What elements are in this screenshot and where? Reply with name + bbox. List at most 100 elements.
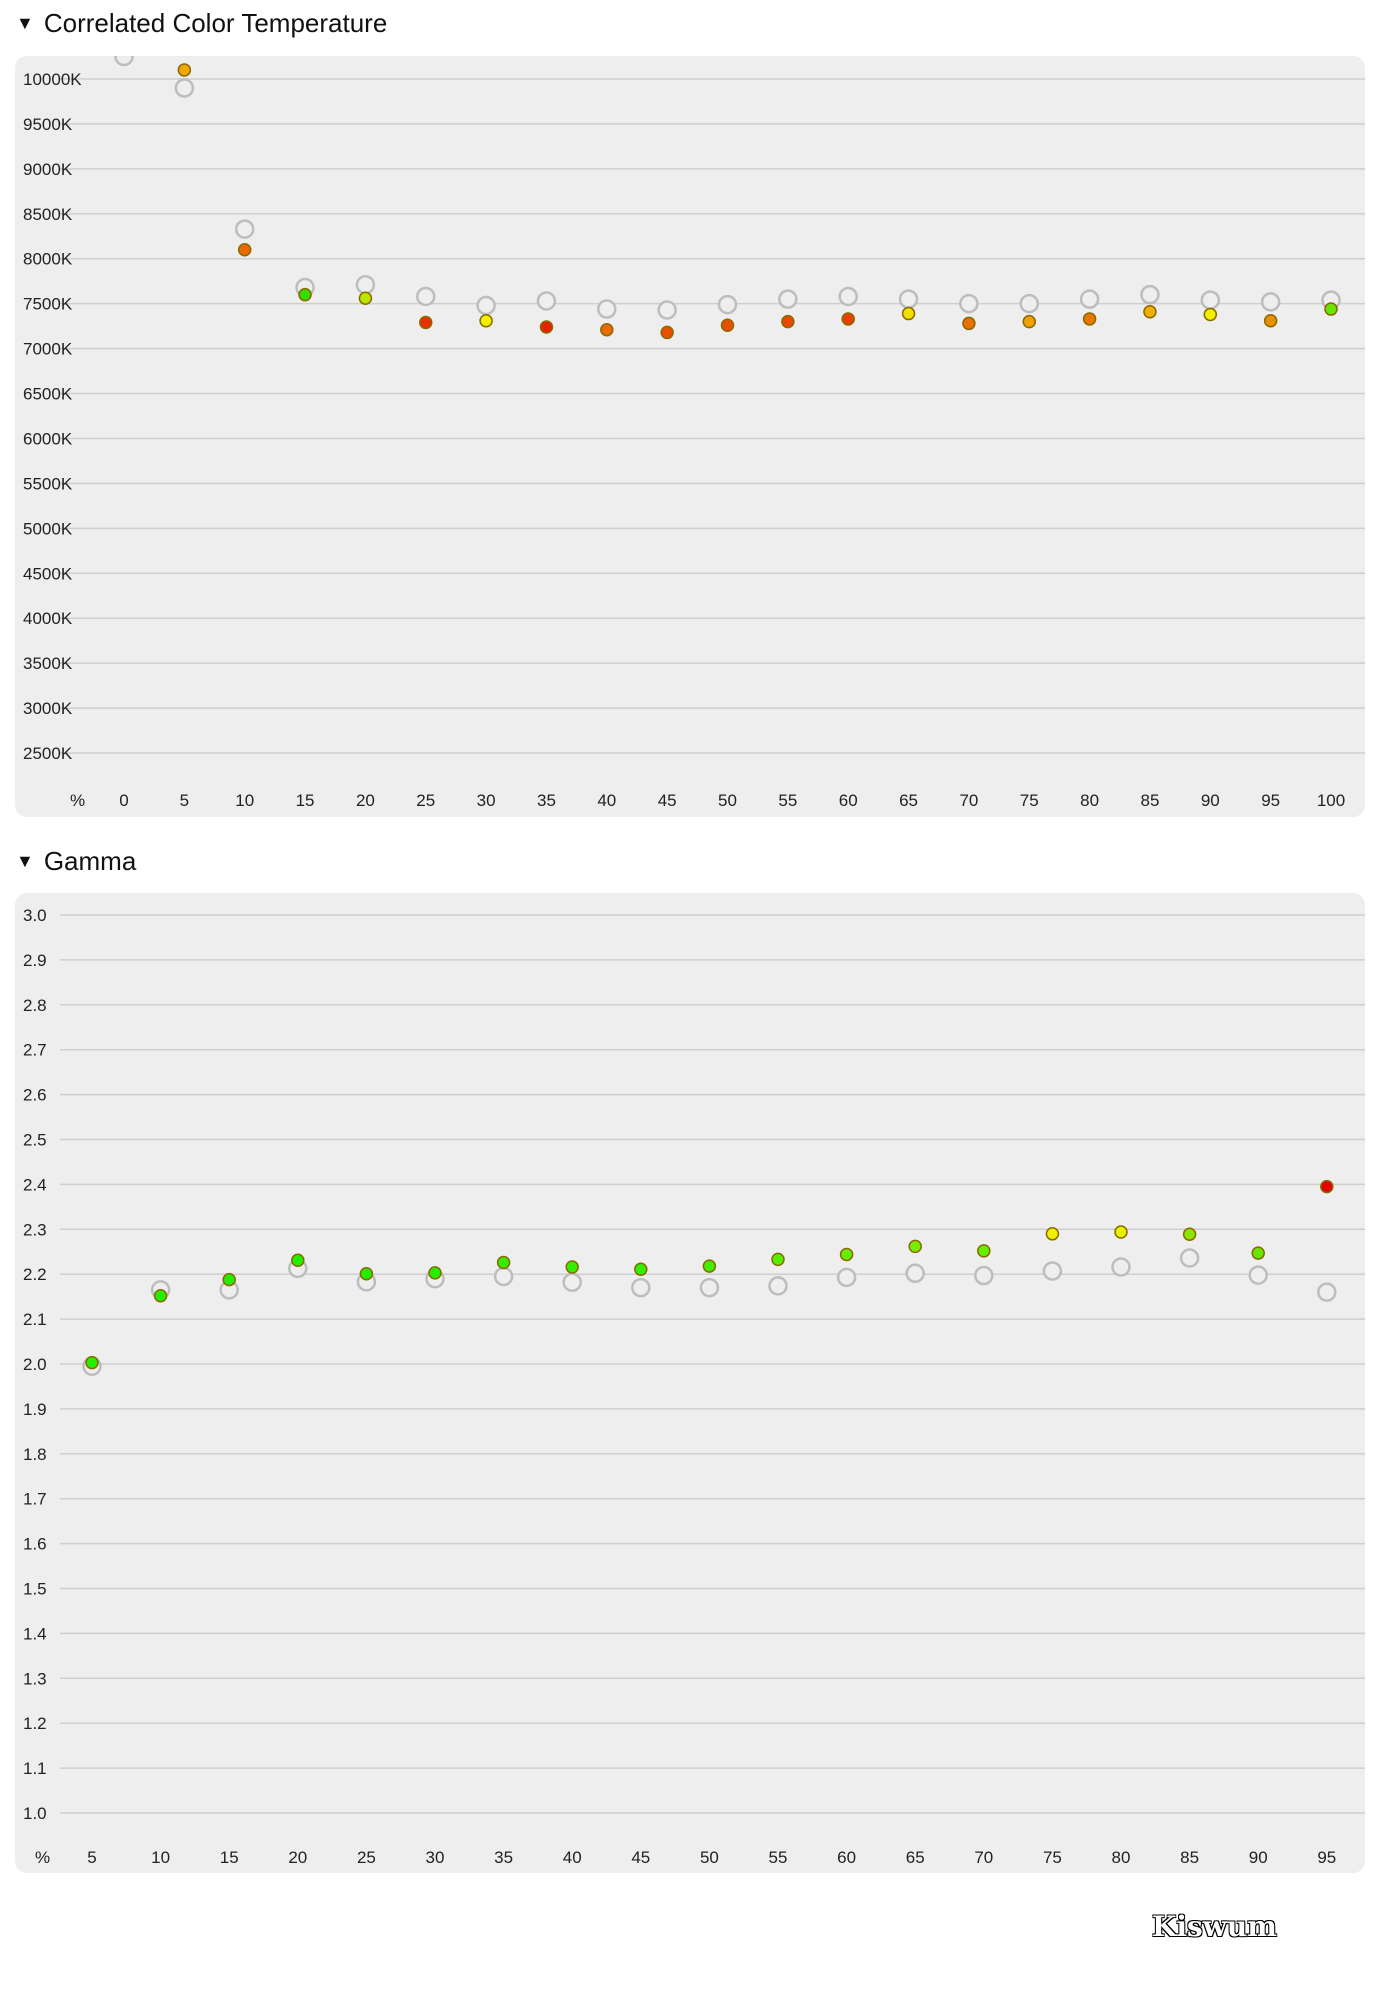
measured-point [85,1355,99,1370]
x-unit-label: % [70,791,85,810]
measured-point [1324,302,1338,316]
reference-point [1140,284,1160,305]
y-tick-label: 1.1 [23,1759,47,1778]
y-tick-label: 4500K [23,564,73,583]
x-tick-label: 80 [1112,1848,1131,1867]
x-tick-label: 5 [87,1848,96,1867]
measured-point [1045,1227,1060,1241]
y-tick-label: 8000K [23,250,73,269]
y-tick-label: 4000K [23,609,73,628]
measured-point [1114,1225,1128,1239]
y-tick-label: 5500K [23,474,73,493]
x-tick-label: 70 [959,791,978,810]
cct-section-title: Correlated Color Temperature [43,8,388,38]
reference-point [1111,1257,1131,1277]
y-tick-label: 2.1 [23,1310,47,1329]
measured-point [358,291,373,306]
x-tick-label: 80 [1080,791,1099,810]
measured-point [291,1253,305,1268]
y-tick-label: 7000K [23,340,73,359]
x-tick-label: 85 [1140,791,1159,810]
measured-point [977,1244,991,1258]
reference-point [898,289,919,309]
cct-section-toggle[interactable]: ▼ Correlated Color Temperature [16,8,387,38]
collapse-triangle-icon: ▼ [16,851,34,871]
y-tick-label: 1.9 [23,1400,47,1419]
y-tick-label: 2.4 [23,1175,47,1194]
reference-point [631,1277,651,1298]
reference-point [597,299,617,319]
x-tick-label: 0 [119,791,128,810]
y-tick-label: 6500K [23,385,73,404]
reference-point [778,289,798,309]
reference-point [562,1272,582,1293]
reference-point [114,56,134,67]
x-tick-label: 85 [1180,1848,1199,1867]
y-tick-label: 1.0 [23,1804,47,1823]
measured-point [153,1289,168,1303]
y-tick-label: 2.6 [23,1086,47,1105]
y-tick-label: 1.6 [23,1535,47,1554]
measured-point [962,316,976,331]
reference-point [657,300,677,320]
measured-point [1263,313,1278,328]
y-tick-label: 10000K [23,70,82,89]
measured-point [419,315,433,330]
measured-point [222,1272,236,1287]
measured-point [702,1259,717,1273]
measured-point [600,322,614,337]
reference-point [974,1265,994,1286]
reference-point [174,78,195,98]
y-tick-label: 2.8 [23,996,47,1015]
measured-point [660,325,674,340]
reference-point [1042,1261,1063,1281]
measured-point [177,63,192,77]
x-tick-label: 50 [718,791,737,810]
x-tick-label: 60 [839,791,858,810]
x-tick-label: 20 [356,791,375,810]
reference-point [234,219,255,239]
x-tick-label: 15 [296,791,315,810]
reference-point [1079,289,1100,309]
reference-point [476,295,496,316]
x-tick-label: 100 [1317,791,1345,810]
x-tick-label: 25 [357,1848,376,1867]
measured-point [841,312,855,326]
reference-point [1317,1282,1337,1302]
x-tick-label: 90 [1249,1848,1268,1867]
x-tick-label: 55 [769,1848,788,1867]
measured-point [1320,1179,1334,1194]
y-tick-label: 3.0 [23,906,47,925]
x-tick-label: 75 [1043,1848,1062,1867]
measured-point [496,1255,511,1270]
measured-point [1203,307,1218,322]
y-tick-label: 8500K [23,205,73,224]
measured-point [1182,1227,1197,1241]
x-tick-label: 65 [899,791,918,810]
gamma-chart: 3.0 2.9 2.8 2.7 2.6 2.5 2.4 2.3 2.2 2.1 2.0 1.9 1.8 1… [23,906,1365,1867]
y-tick-label: 3500K [23,654,73,673]
reference-point [1260,292,1281,312]
x-tick-label: 50 [700,1848,719,1867]
x-tick-label: 70 [974,1848,993,1867]
measured-point [1143,305,1157,319]
measured-point [359,1267,374,1281]
y-tick-label: 9000K [23,160,73,179]
y-tick-label: 2.2 [23,1265,47,1284]
y-tick-label: 2.0 [23,1355,47,1374]
gamma-section-title: Gamma [43,846,137,876]
y-tick-label: 1.8 [23,1445,47,1464]
y-tick-label: 9500K [23,115,73,134]
x-tick-label: 40 [597,791,616,810]
y-tick-label: 1.3 [23,1669,47,1688]
y-tick-label: 3000K [23,699,73,718]
x-tick-label: 10 [151,1848,170,1867]
x-tick-label: 30 [477,791,496,810]
y-tick-label: 7500K [23,295,73,314]
y-tick-label: 2.7 [23,1041,47,1060]
gamma-section-toggle[interactable]: ▼ Gamma [16,846,136,876]
measured-point [565,1260,579,1274]
y-tick-label: 1.4 [23,1624,47,1643]
x-tick-label: 35 [537,791,556,810]
reference-point [836,1267,857,1288]
